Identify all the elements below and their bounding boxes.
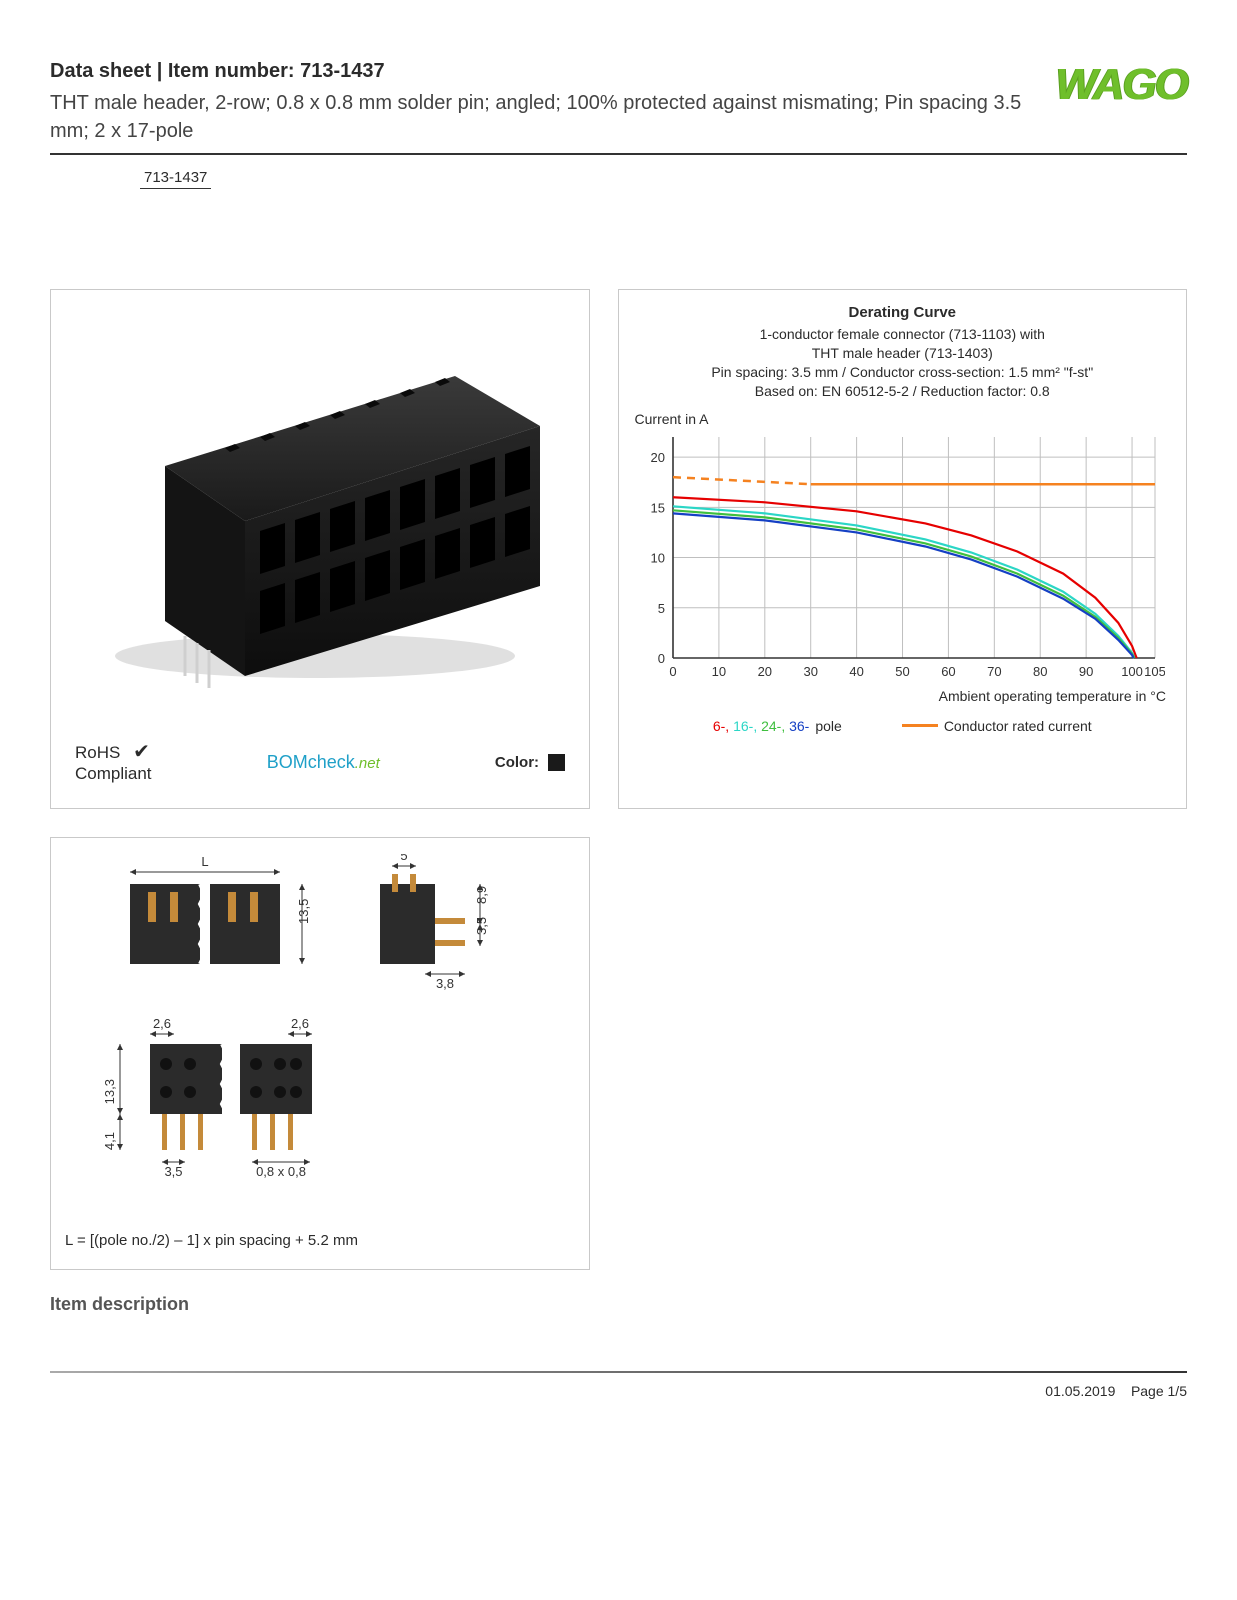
bomcheck-text: BOMcheck (267, 752, 355, 772)
chart-legend: 6-, 16-, 24-, 36- pole Conductor rated c… (635, 718, 1170, 734)
part-number-badge-row: 713-1437 (50, 163, 1187, 189)
derating-chart-panel: Derating Curve 1-conductor female connec… (618, 289, 1187, 809)
svg-text:20: 20 (757, 664, 771, 679)
chart-title: Derating Curve (635, 304, 1170, 321)
legend-pole-items: 6-, 16-, 24-, 36- (713, 718, 810, 734)
footer-rule (50, 1371, 1187, 1373)
svg-text:13,5: 13,5 (296, 899, 311, 924)
color-swatch (548, 754, 565, 771)
svg-text:3,5: 3,5 (164, 1164, 182, 1179)
bomcheck-net: .net (355, 755, 380, 772)
svg-text:105: 105 (1144, 664, 1165, 679)
chart-subtitle-1: 1-conductor female connector (713-1103) … (635, 325, 1170, 344)
svg-text:15: 15 (650, 500, 664, 515)
dimensions-panel: L 13,5 5 8,9 3,5 3,8 2,6 2,6 13,3 4,1 3,5 0,8 x 0,8… (50, 837, 590, 1270)
svg-text:4,1: 4,1 (102, 1132, 117, 1150)
compliant-label: Compliant (75, 764, 152, 783)
svg-text:0,8 x 0,8: 0,8 x 0,8 (256, 1164, 306, 1179)
dimensions-drawing-svg: L 13,5 5 8,9 3,5 3,8 2,6 2,6 13,3 4,1 3,5 0,8 x 0,8 (70, 854, 570, 1204)
svg-text:10: 10 (650, 550, 664, 565)
part-number-badge: 713-1437 (140, 167, 211, 189)
color-indicator: Color: (495, 754, 565, 772)
page-footer: 01.05.2019 Page 1/5 (50, 1383, 1187, 1399)
page-header: Data sheet | Item number: 713-1437 THT m… (50, 60, 1187, 155)
svg-text:60: 60 (941, 664, 955, 679)
legend-rated-swatch (902, 724, 938, 727)
svg-text:2,6: 2,6 (153, 1016, 171, 1031)
legend-pole-suffix: pole (815, 718, 841, 734)
svg-text:20: 20 (650, 450, 664, 465)
legend-rated-label: Conductor rated current (944, 718, 1092, 734)
product-image-panel: RoHS ✔ Compliant BOMcheck.net Color: (50, 289, 590, 809)
footer-page: Page 1/5 (1131, 1383, 1187, 1399)
svg-text:L: L (201, 854, 208, 869)
svg-text:70: 70 (987, 664, 1001, 679)
rohs-compliant-badge: RoHS ✔ Compliant (75, 741, 152, 784)
wago-logo: WAGO (1056, 60, 1187, 110)
dimensions-formula: L = [(pole no./2) – 1] x pin spacing + 5… (65, 1232, 575, 1249)
chart-subtitle-2: THT male header (713-1403) (635, 344, 1170, 363)
svg-text:8,9: 8,9 (474, 886, 489, 904)
item-description-heading: Item description (50, 1294, 1187, 1315)
svg-text:80: 80 (1033, 664, 1047, 679)
svg-text:50: 50 (895, 664, 909, 679)
footer-date: 01.05.2019 (1045, 1383, 1115, 1399)
svg-text:0: 0 (657, 651, 664, 666)
svg-text:13,3: 13,3 (102, 1079, 117, 1104)
svg-text:100: 100 (1121, 664, 1143, 679)
product-render-svg (85, 336, 555, 696)
panels-row: RoHS ✔ Compliant BOMcheck.net Color: Der… (50, 289, 1187, 809)
chart-x-axis-label: Ambient operating temperature in °C (635, 688, 1170, 704)
product-image-area (61, 300, 579, 731)
chart-subtitle-3: Pin spacing: 3.5 mm / Conductor cross-se… (635, 363, 1170, 382)
color-label: Color: (495, 754, 539, 771)
header-left: Data sheet | Item number: 713-1437 THT m… (50, 60, 1056, 145)
derating-chart-svg: 0 10 20 30 40 50 60 70 80 90 100105 0 5 10 15 20 (635, 429, 1165, 684)
check-icon: ✔ (133, 741, 150, 763)
bomcheck-badge: BOMcheck.net (267, 752, 380, 773)
svg-text:5: 5 (657, 600, 664, 615)
svg-text:3,5: 3,5 (474, 917, 489, 935)
svg-text:10: 10 (711, 664, 725, 679)
chart-subtitle-4: Based on: EN 60512-5-2 / Reduction facto… (635, 382, 1170, 401)
svg-text:40: 40 (849, 664, 863, 679)
svg-text:0: 0 (669, 664, 676, 679)
svg-text:3,8: 3,8 (436, 976, 454, 991)
svg-text:5: 5 (400, 854, 407, 863)
svg-text:2,6: 2,6 (291, 1016, 309, 1031)
svg-text:90: 90 (1078, 664, 1092, 679)
svg-text:30: 30 (803, 664, 817, 679)
product-footer-row: RoHS ✔ Compliant BOMcheck.net Color: (61, 731, 579, 798)
datasheet-description: THT male header, 2-row; 0.8 x 0.8 mm sol… (50, 89, 1056, 145)
datasheet-title: Data sheet | Item number: 713-1437 (50, 60, 1056, 83)
chart-y-axis-label: Current in A (635, 411, 1170, 427)
rohs-label: RoHS (75, 743, 120, 762)
